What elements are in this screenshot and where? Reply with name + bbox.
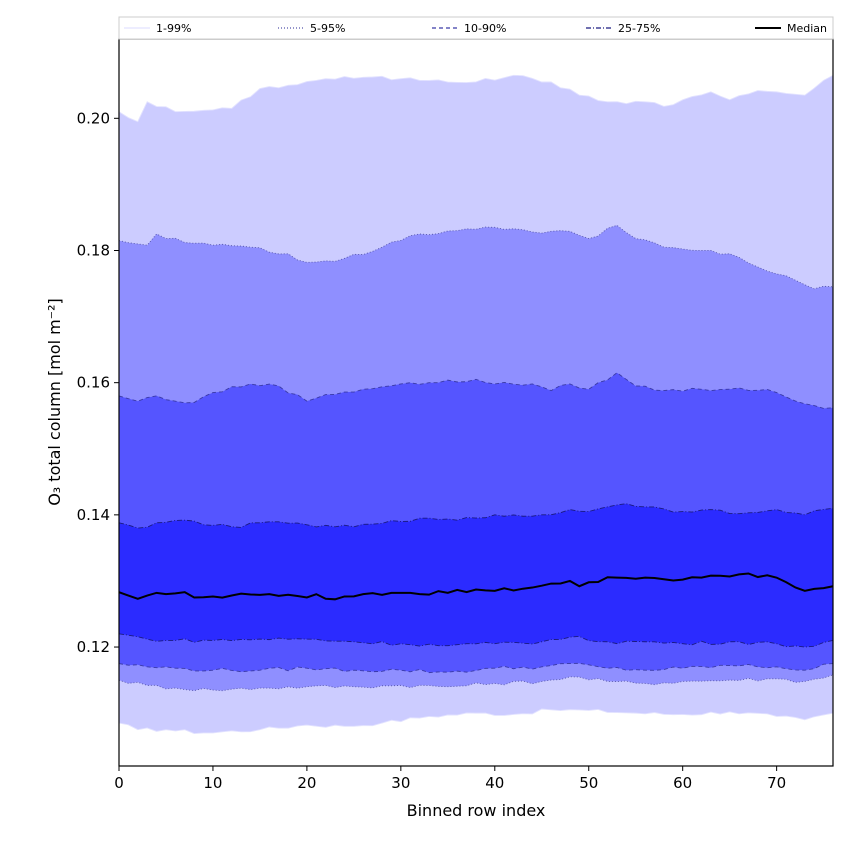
y-axis-label: O₃ total column [mol m⁻²] [45, 298, 64, 506]
legend-label: Median [787, 22, 827, 35]
x-tick-label: 50 [579, 774, 598, 792]
x-tick-label: 20 [297, 774, 316, 792]
y-tick-label: 0.20 [77, 109, 110, 127]
median-layer [118, 572, 834, 601]
legend: 1-99% 5-95% 10-90% 25-75% Median [118, 16, 834, 40]
x-tick-label: 60 [673, 774, 692, 792]
band-1-99%-upper-edge [118, 74, 834, 123]
x-axis-label: Binned row index [407, 801, 546, 820]
median-line [118, 572, 834, 601]
band-5-95%-upper-edge [118, 224, 834, 290]
x-tick-label: 0 [114, 774, 124, 792]
band-1-99%-lower-edge [118, 708, 834, 735]
legend-label: 10-90% [464, 22, 506, 35]
x-tick-label: 30 [391, 774, 410, 792]
legend-label: 25-75% [618, 22, 660, 35]
x-tick-label: 10 [203, 774, 222, 792]
y-axis: 0.12 0.14 0.16 0.18 0.20 [77, 109, 119, 656]
y-tick-label: 0.12 [77, 638, 110, 656]
legend-frame [118, 16, 834, 40]
legend-label: 5-95% [310, 22, 345, 35]
band-25-75%-upper-edge [118, 503, 834, 529]
bands-layer [118, 74, 834, 735]
x-tick-label: 70 [767, 774, 786, 792]
legend-label: 1-99% [156, 22, 191, 35]
band-10-90%-upper-edge [118, 372, 834, 409]
y-tick-label: 0.16 [77, 374, 110, 392]
y-tick-label: 0.18 [77, 241, 110, 259]
band-10-90%-lower-edge [118, 662, 834, 674]
band-25-75%-area [119, 503, 833, 648]
y-tick-label: 0.14 [77, 506, 110, 524]
band-5-95%-lower-edge [118, 674, 834, 692]
x-axis: 0 10 20 30 40 50 60 70 [114, 766, 786, 792]
band-25-75%-lower-edge [118, 633, 834, 648]
x-tick-label: 40 [485, 774, 504, 792]
